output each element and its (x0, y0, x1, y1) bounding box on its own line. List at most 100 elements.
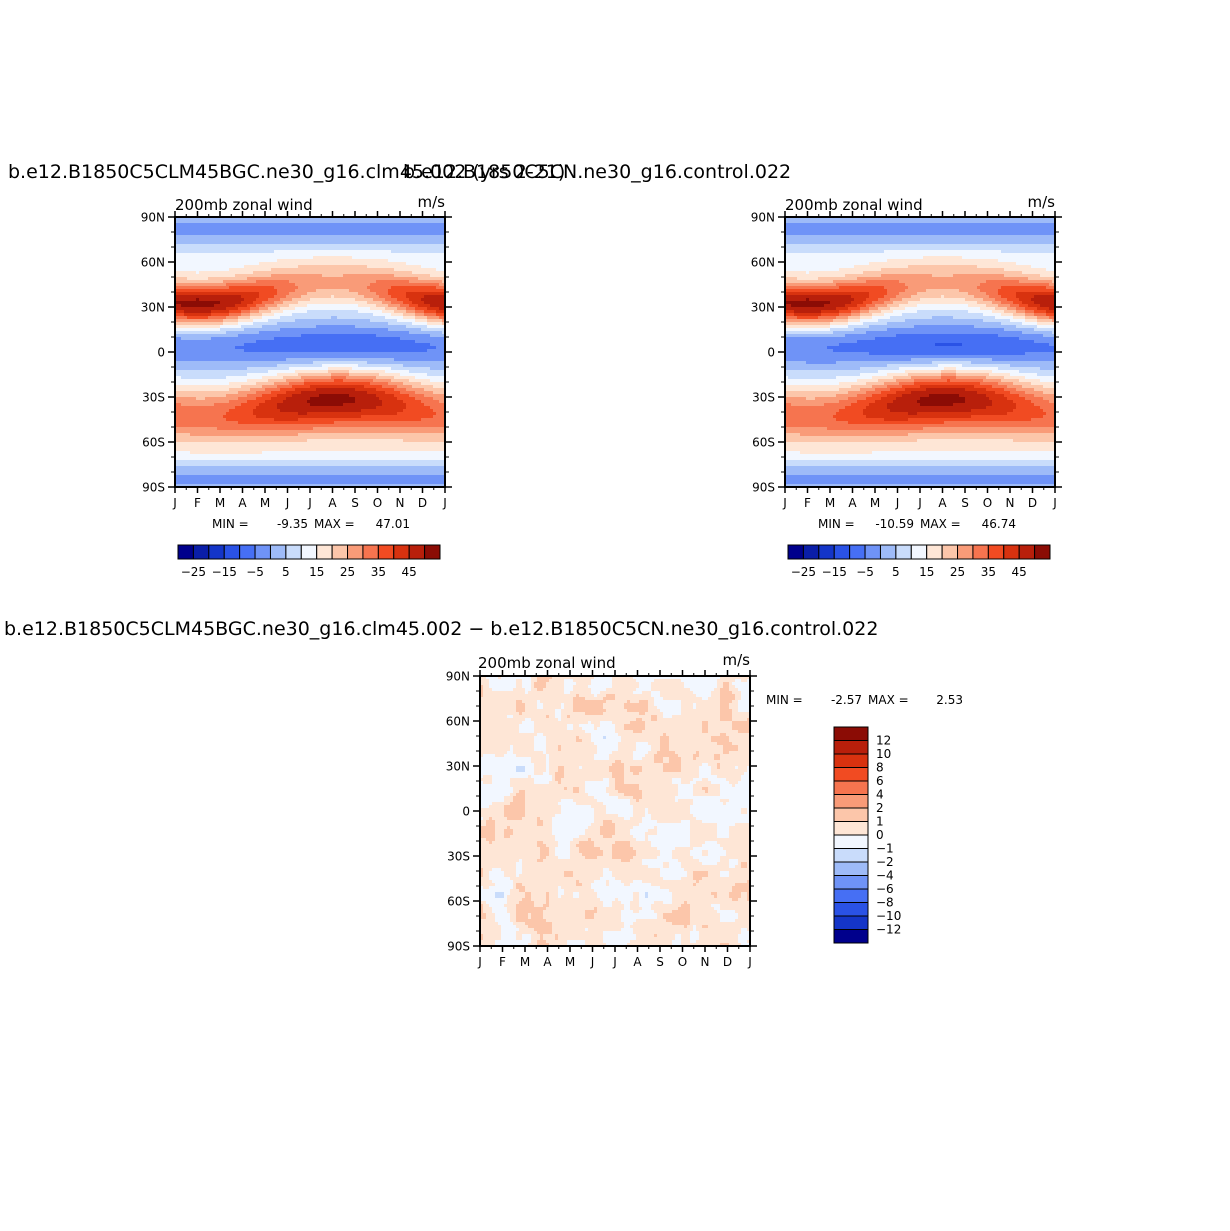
field-cell (406, 328, 410, 332)
field-cell (265, 313, 269, 317)
field-cell (256, 256, 260, 260)
field-cell (235, 301, 239, 305)
field-cell (232, 253, 236, 257)
field-cell (436, 313, 440, 317)
field-cell (394, 316, 398, 320)
field-cell (319, 289, 323, 293)
field-cell (376, 328, 380, 332)
field-cell (274, 358, 278, 362)
field-cell (319, 292, 323, 296)
field-cell (274, 283, 278, 287)
field-cell (382, 361, 386, 365)
field-cell (376, 280, 380, 284)
field-cell (211, 262, 215, 266)
field-cell (241, 229, 245, 233)
field-cell (280, 235, 284, 239)
field-cell (217, 328, 221, 332)
field-cell (241, 307, 245, 311)
field-cell (334, 253, 338, 257)
field-cell (244, 262, 248, 266)
field-cell (349, 220, 353, 224)
field-cell (406, 292, 410, 296)
field-cell (433, 358, 437, 362)
field-cell (178, 244, 182, 248)
field-cell (208, 256, 212, 260)
field-cell (313, 346, 317, 350)
field-cell (226, 217, 230, 221)
field-cell (304, 229, 308, 233)
field-cell (235, 271, 239, 275)
field-cell (343, 217, 347, 221)
field-cell (250, 295, 254, 299)
field-cell (358, 223, 362, 227)
field-cell (196, 265, 200, 269)
field-cell (343, 304, 347, 308)
field-cell (181, 346, 185, 350)
field-cell (403, 370, 407, 374)
field-cell (226, 370, 230, 374)
field-cell (190, 253, 194, 257)
field-cell (337, 358, 341, 362)
field-cell (178, 220, 182, 224)
field-cell (310, 295, 314, 299)
field-cell (439, 280, 443, 284)
field-cell (400, 259, 404, 263)
field-cell (193, 310, 197, 314)
field-cell (388, 235, 392, 239)
field-cell (304, 307, 308, 311)
field-cell (433, 262, 437, 266)
field-cell (421, 310, 425, 314)
field-cell (379, 325, 383, 329)
field-cell (277, 298, 281, 302)
field-cell (397, 271, 401, 275)
field-cell (334, 298, 338, 302)
field-cell (220, 376, 224, 380)
field-cell (358, 346, 362, 350)
field-cell (307, 325, 311, 329)
field-cell (193, 313, 197, 317)
field-cell (256, 358, 260, 362)
field-cell (310, 340, 314, 344)
field-cell (367, 217, 371, 221)
field-cell (343, 220, 347, 224)
field-cell (424, 226, 428, 230)
field-cell (298, 229, 302, 233)
field-cell (418, 364, 422, 368)
field-cell (436, 220, 440, 224)
field-cell (379, 319, 383, 323)
field-cell (439, 352, 443, 356)
field-cell (286, 250, 290, 254)
field-cell (391, 253, 395, 257)
field-cell (289, 220, 293, 224)
field-cell (427, 340, 431, 344)
field-cell (382, 292, 386, 296)
field-cell (223, 331, 227, 335)
field-cell (325, 334, 329, 338)
field-cell (307, 229, 311, 233)
field-cell (259, 343, 263, 347)
field-cell (292, 355, 296, 359)
field-cell (292, 370, 296, 374)
field-cell (295, 313, 299, 317)
field-cell (301, 259, 305, 263)
field-cell (280, 223, 284, 227)
field-cell (409, 241, 413, 245)
field-cell (406, 340, 410, 344)
field-cell (253, 310, 257, 314)
field-cell (418, 301, 422, 305)
field-cell (274, 376, 278, 380)
field-cell (334, 265, 338, 269)
field-cell (334, 241, 338, 245)
field-cell (391, 226, 395, 230)
field-cell (409, 376, 413, 380)
field-cell (232, 241, 236, 245)
field-cell (205, 259, 209, 263)
field-cell (361, 379, 365, 383)
field-cell (379, 328, 383, 332)
field-cell (181, 286, 185, 290)
field-cell (334, 370, 338, 374)
field-cell (442, 277, 445, 281)
field-cell (187, 310, 191, 314)
field-cell (433, 256, 437, 260)
field-cell (214, 325, 218, 329)
